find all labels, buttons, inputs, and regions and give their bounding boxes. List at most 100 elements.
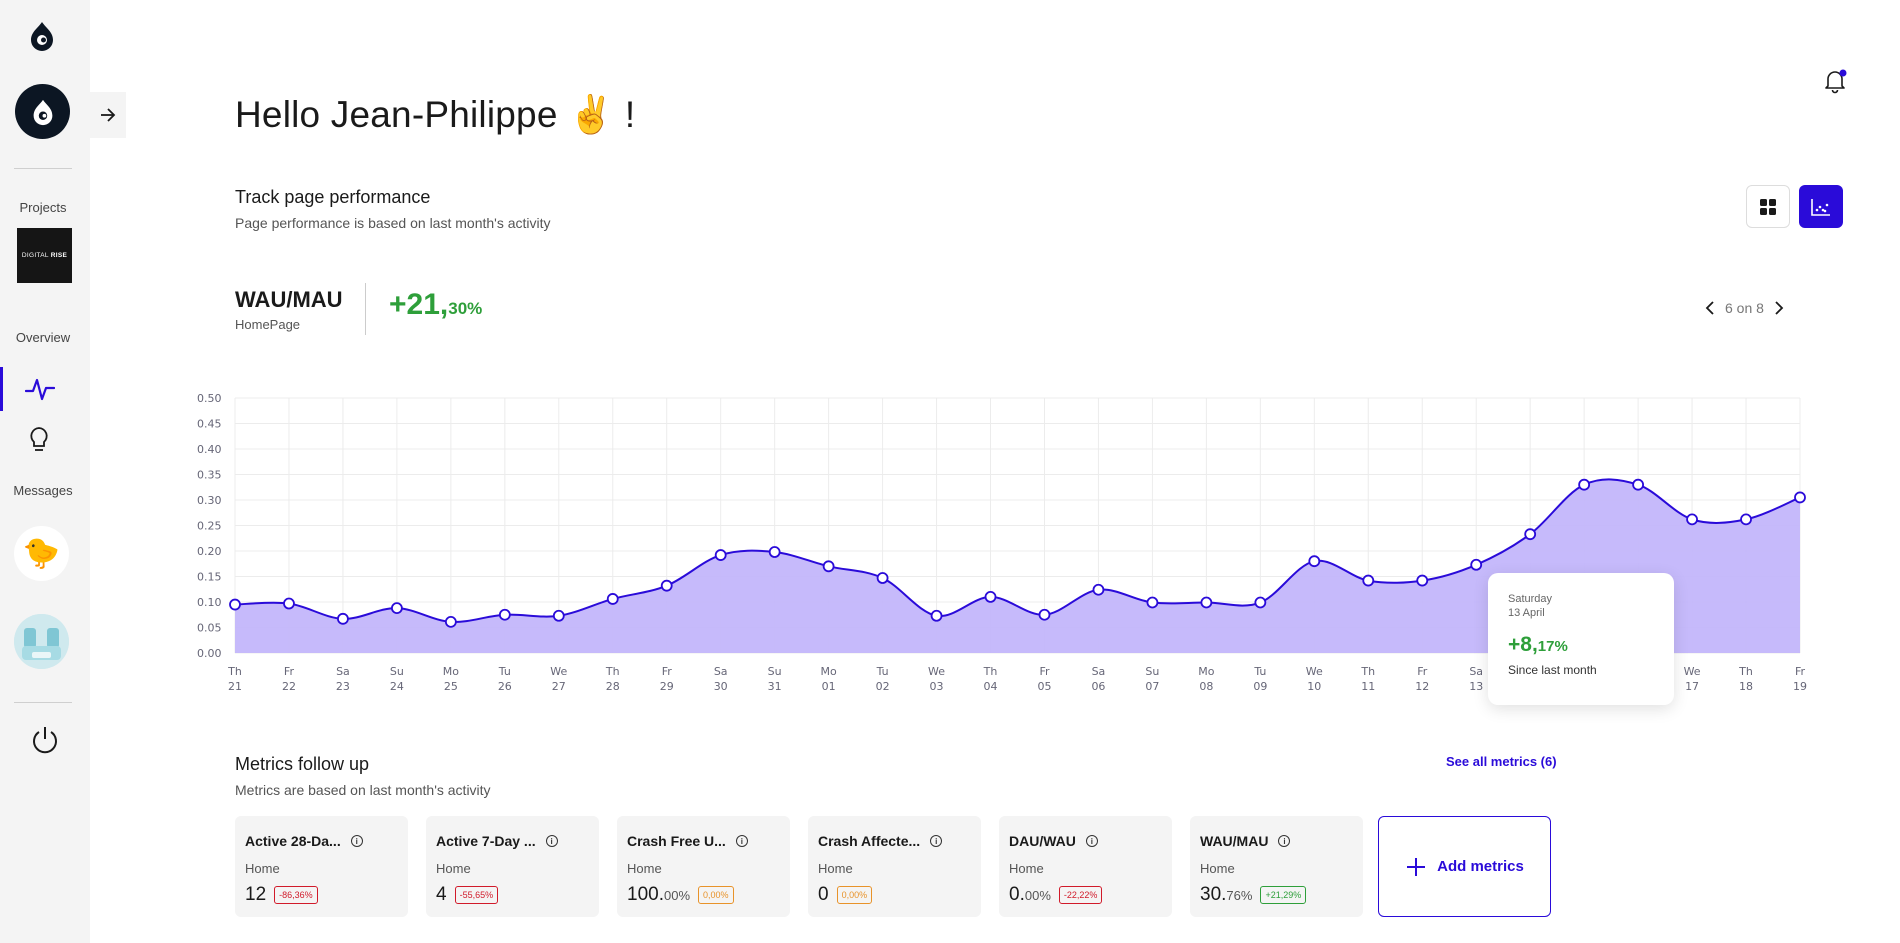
data-point — [283, 597, 295, 610]
metric-card-value-int: 0. — [1009, 884, 1025, 905]
app-logo-icon[interactable] — [26, 20, 58, 52]
metric-card[interactable]: Crash Free U... i Home 100.00% 0,00% — [617, 816, 790, 917]
duck-avatar[interactable]: 🐤 — [14, 526, 69, 581]
team-avatar[interactable] — [14, 614, 69, 669]
metric-card[interactable]: WAU/MAU i Home 30.76% +21,29% — [1190, 816, 1363, 917]
metric-card-value-int: 0 — [818, 884, 829, 905]
x-tick-date: 12 — [1415, 680, 1429, 693]
metric-card[interactable]: Active 28-Da... i Home 12 -86,36% — [235, 816, 408, 917]
x-tick-day: Th — [605, 665, 620, 678]
metric-delta-int: +21, — [389, 288, 449, 321]
y-tick-label: 0.50 — [197, 392, 222, 405]
metric-card-title: Crash Affecte... i — [818, 833, 971, 849]
y-tick-label: 0.05 — [197, 622, 222, 635]
metric-card-page: Home — [627, 861, 662, 876]
expand-sidebar-button[interactable] — [90, 92, 126, 138]
performance-title: Track page performance — [235, 187, 431, 207]
x-tick-date: 07 — [1145, 680, 1159, 693]
data-point — [444, 615, 457, 628]
data-point — [768, 546, 781, 558]
overview-label: Overview — [15, 330, 71, 345]
tooltip-value-dec: 17% — [1537, 638, 1568, 655]
tooltip-since: Since last month — [1508, 663, 1597, 677]
x-tick-day: Sa — [714, 665, 728, 678]
project-name-a: DIGITAL — [21, 252, 49, 259]
metrics-subtitle: Metrics are based on last month's activi… — [235, 782, 491, 798]
data-point — [1794, 491, 1806, 504]
metric-card-title-text: DAU/WAU — [1009, 833, 1076, 849]
metric-card-title-text: Active 7-Day ... — [436, 833, 536, 849]
metric-card[interactable]: Crash Affecte... i Home 0 0,00% — [808, 816, 981, 917]
metric-card-value: 30.76% +21,29% — [1200, 884, 1353, 906]
see-all-metrics-link[interactable]: See all metrics (6) — [1446, 754, 1557, 769]
lightbulb-icon[interactable] — [26, 425, 52, 455]
x-tick-day: Fr — [1795, 665, 1806, 678]
sidebar: Projects DIGITAL RISE Overview Messages … — [0, 0, 90, 943]
metric-card-title: Active 28-Da... i — [245, 833, 398, 849]
info-icon[interactable]: i — [1085, 835, 1098, 847]
project-thumbnail[interactable]: DIGITAL RISE — [17, 228, 72, 283]
info-icon[interactable]: i — [930, 835, 943, 847]
x-tick-day: Tu — [498, 665, 511, 678]
y-tick-label: 0.35 — [197, 469, 222, 482]
x-tick-date: 05 — [1037, 680, 1051, 693]
x-tick-date: 06 — [1091, 680, 1105, 693]
data-point — [1524, 528, 1537, 541]
x-tick-date: 03 — [930, 680, 944, 693]
grid-view-button[interactable] — [1746, 185, 1790, 228]
metric-card-title-text: Crash Free U... — [627, 833, 726, 849]
metric-card-page: Home — [1200, 861, 1235, 876]
x-tick-date: 30 — [714, 680, 728, 693]
info-icon[interactable]: i — [350, 835, 363, 847]
active-indicator — [0, 367, 3, 411]
metric-card-value: 12 -86,36% — [245, 884, 398, 906]
notifications-button[interactable] — [1822, 68, 1848, 94]
metric-card-value-int: 4 — [436, 884, 447, 905]
add-metrics-button[interactable]: Add metrics — [1378, 816, 1551, 917]
x-tick-date: 29 — [660, 680, 674, 693]
x-tick-date: 24 — [390, 680, 404, 693]
chart-view-button[interactable] — [1799, 185, 1843, 228]
activity-icon[interactable] — [24, 375, 56, 403]
x-tick-date: 28 — [606, 680, 620, 693]
user-avatar[interactable] — [15, 84, 70, 139]
data-point — [1200, 596, 1213, 609]
info-icon[interactable]: i — [545, 835, 558, 847]
x-tick-day: Th — [983, 665, 998, 678]
pager-next-button[interactable] — [1774, 300, 1784, 316]
x-tick-day: Sa — [1469, 665, 1483, 678]
metric-card[interactable]: DAU/WAU i Home 0.00% -22,22% — [999, 816, 1172, 917]
data-point — [1632, 478, 1645, 491]
project-name-b: RISE — [50, 252, 68, 259]
data-point — [1038, 608, 1051, 621]
metric-card-title: Active 7-Day ... i — [436, 833, 589, 849]
chevron-right-icon — [1775, 301, 1784, 315]
power-icon[interactable] — [29, 724, 61, 756]
metric-page: HomePage — [235, 317, 301, 332]
x-tick-day: We — [1684, 665, 1701, 678]
data-point — [1254, 596, 1267, 609]
pager-prev-button[interactable] — [1705, 300, 1715, 316]
area-fill — [235, 479, 1800, 653]
x-tick-date: 17 — [1685, 680, 1699, 693]
performance-subtitle: Page performance is based on last month'… — [235, 215, 551, 231]
data-point — [1362, 574, 1375, 587]
metric-card-badge: +21,29% — [1260, 886, 1307, 904]
data-point — [714, 549, 727, 561]
x-tick-day: Th — [1738, 665, 1753, 678]
info-icon[interactable]: i — [1278, 835, 1291, 847]
info-icon[interactable]: i — [735, 835, 748, 847]
y-tick-label: 0.15 — [197, 571, 222, 584]
tooltip-date: 13 April — [1508, 607, 1545, 619]
data-point — [930, 609, 943, 622]
metric-card[interactable]: Active 7-Day ... i Home 4 -55,65% — [426, 816, 599, 917]
wau-mau-chart: 0.50 0.45 0.40 0.35 0.30 0.25 0.20 0.15 0.10 0.05… — [197, 392, 1807, 693]
metric-card-value: 100.00% 0,00% — [627, 884, 780, 906]
x-tick-day: Mo — [1198, 665, 1214, 678]
x-tick-day: Sa — [1092, 665, 1106, 678]
metric-name: WAU/MAU — [235, 287, 343, 312]
metric-card-value-dec: 00% — [1024, 888, 1051, 903]
x-tick-day: We — [928, 665, 945, 678]
tooltip-value-int: +8, — [1508, 633, 1538, 656]
metric-card-badge: -55,65% — [454, 886, 499, 904]
